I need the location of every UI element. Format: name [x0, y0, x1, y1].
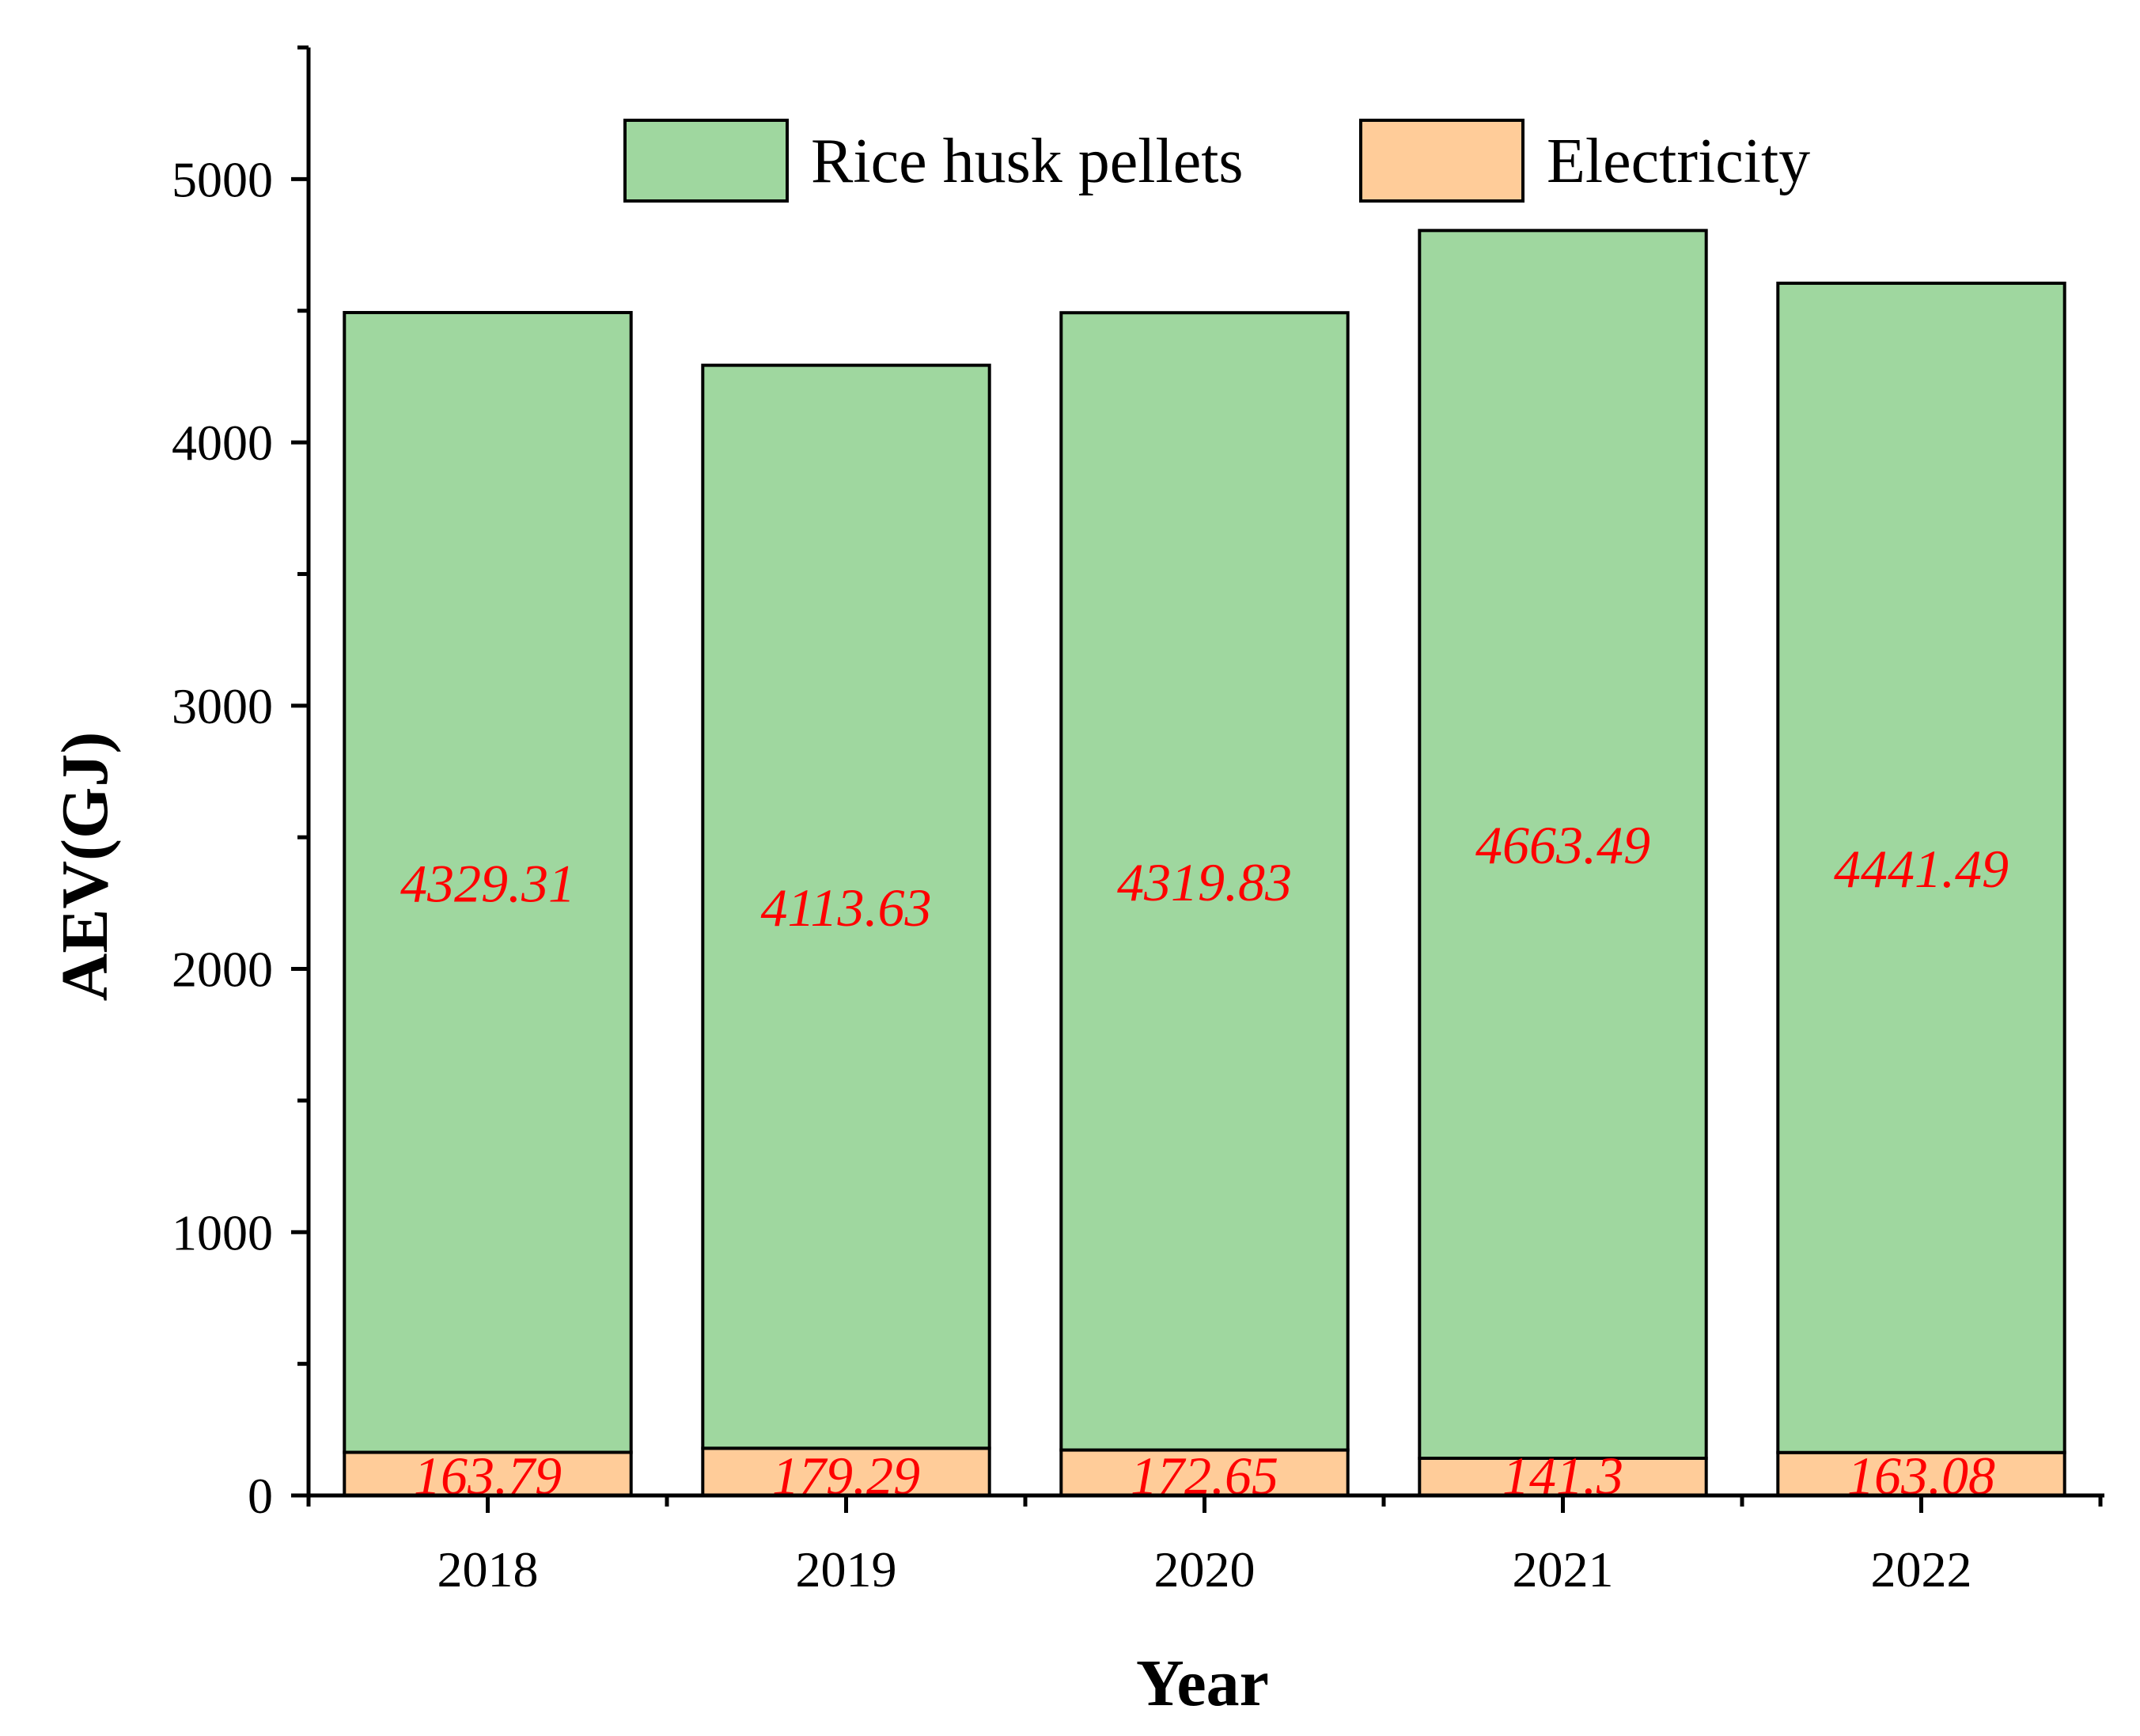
- bar-rice-husk-pellets-2020: [1059, 311, 1350, 1452]
- data-label-rice-husk-pellets-2018: 4329.31: [400, 853, 575, 913]
- axes-layer: 0 1000 2000 3000 4000 5000 2018 2019 2020 2021 202…: [172, 45, 2104, 1598]
- legend-swatch-rice-husk-pellets: [623, 119, 789, 203]
- y-tick-label-1000: 1000: [172, 1204, 273, 1260]
- bar-rice-husk-pellets-2018: [343, 311, 633, 1454]
- y-tick-label-5000: 5000: [172, 151, 273, 207]
- bar-rice-husk-pellets-2022: [1776, 281, 2066, 1454]
- y-tick-label-0: 0: [248, 1468, 273, 1524]
- bar-rice-husk-pellets-2021: [1418, 229, 1708, 1460]
- y-axis-title: AEV(GJ): [48, 732, 122, 1002]
- bars-layer: [343, 229, 2066, 1498]
- y-tick-label-2000: 2000: [172, 942, 273, 998]
- x-tick-label-2022: 2022: [1871, 1541, 1972, 1598]
- data-label-rice-husk-pellets-2021: 4663.49: [1475, 815, 1650, 875]
- x-axis-title: Year: [1136, 1647, 1269, 1720]
- x-tick-label-2019: 2019: [796, 1541, 897, 1598]
- bar-rice-husk-pellets-2019: [701, 363, 991, 1450]
- legend-label-rice-husk-pellets: Rice husk pellets: [811, 127, 1244, 196]
- x-tick-label-2020: 2020: [1154, 1541, 1256, 1598]
- legend: Rice husk pellets Electricity: [623, 119, 1810, 203]
- data-label-rice-husk-pellets-2022: 4441.49: [1834, 839, 2009, 899]
- legend-label-electricity: Electricity: [1547, 127, 1810, 196]
- y-tick-label-3000: 3000: [172, 678, 273, 734]
- legend-swatch-electricity: [1359, 119, 1525, 203]
- data-label-rice-husk-pellets-2019: 4113.63: [761, 877, 932, 938]
- data-label-rice-husk-pellets-2020: 4319.83: [1117, 852, 1292, 912]
- x-tick-label-2018: 2018: [437, 1541, 539, 1598]
- x-tick-label-2021: 2021: [1513, 1541, 1614, 1598]
- y-tick-label-4000: 4000: [172, 415, 273, 471]
